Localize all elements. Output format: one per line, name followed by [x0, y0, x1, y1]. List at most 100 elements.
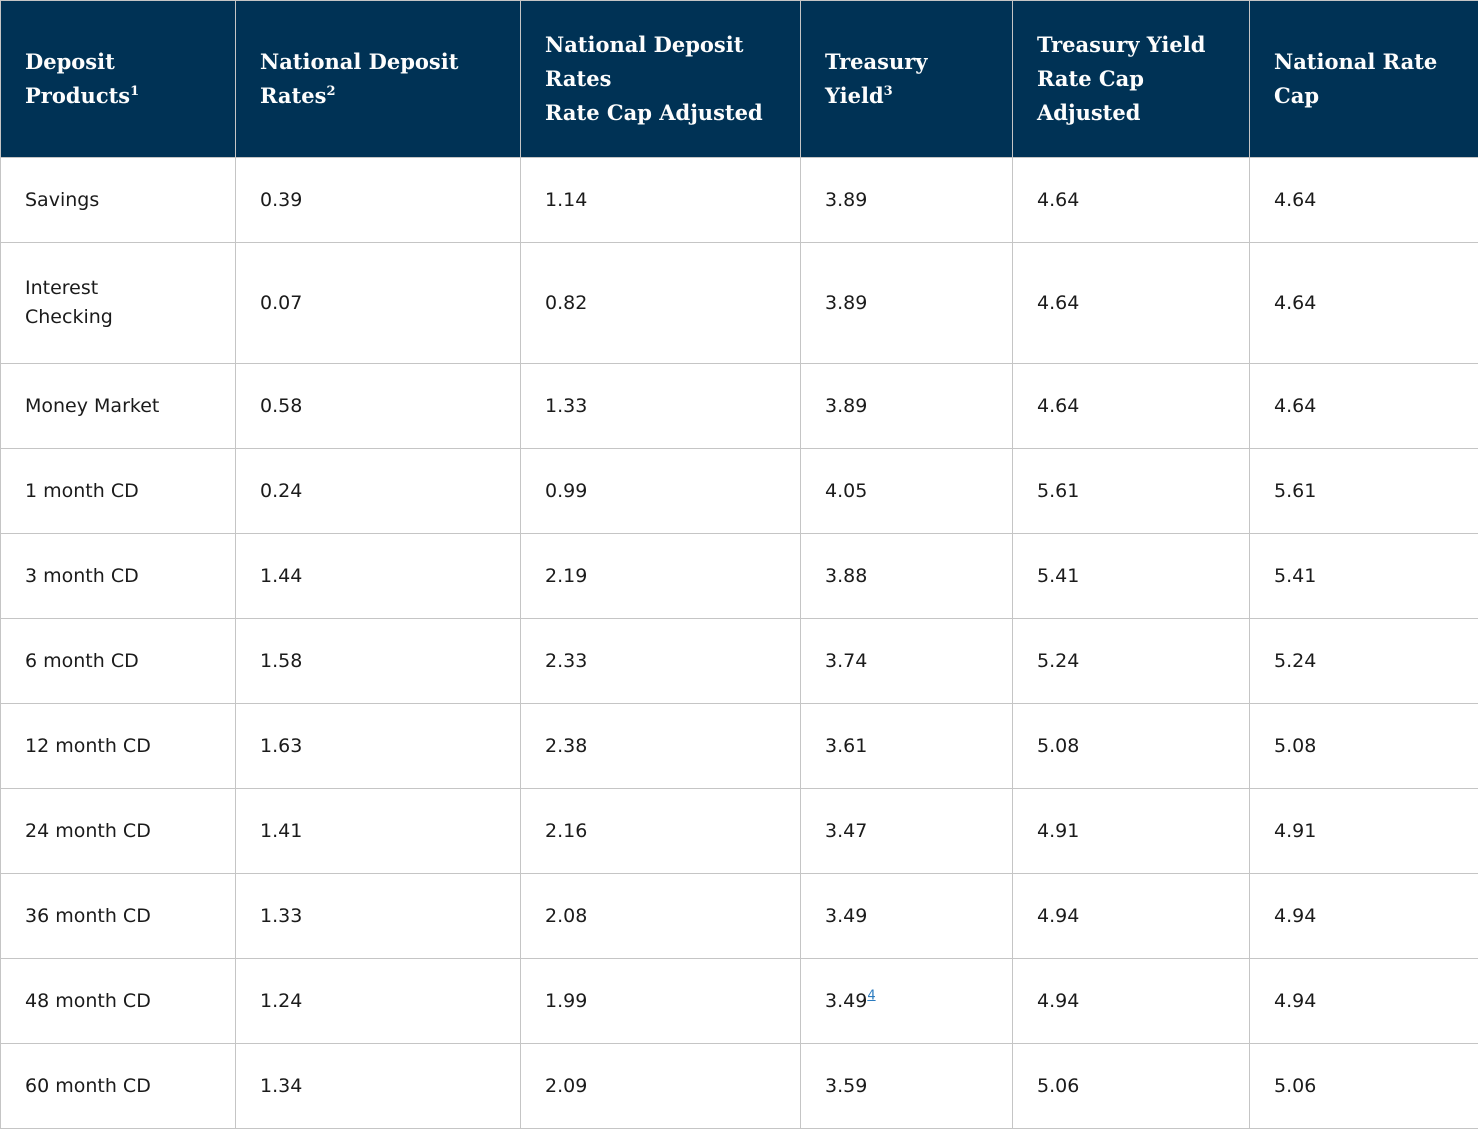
rate-cell: 4.64: [1012, 363, 1250, 449]
rate-cell: 2.16: [520, 788, 801, 874]
deposit-product-label: Money Market: [25, 394, 160, 417]
rate-cell: 1.63: [235, 703, 521, 789]
header-footnote-marker: 1: [130, 84, 140, 99]
rate-cell: 4.91: [1249, 788, 1478, 874]
rate-cell: 5.24: [1012, 618, 1250, 704]
deposit-product-cell: Money Market: [0, 363, 236, 449]
rate-cell: 3.74: [800, 618, 1013, 704]
rate-cell: 0.39: [235, 157, 521, 243]
deposit-product-cell: 6 month CD: [0, 618, 236, 704]
table-row: 12 month CD 1.63 2.38 3.61 5.08 5.08: [0, 703, 1478, 789]
deposit-product-cell: 3 month CD: [0, 533, 236, 619]
deposit-product-label: 12 month CD: [25, 734, 151, 757]
deposit-product-cell: 36 month CD: [0, 873, 236, 959]
rate-cell: 4.64: [1249, 242, 1478, 364]
table-row: 60 month CD 1.34 2.09 3.59 5.06 5.06: [0, 1043, 1478, 1129]
rate-cell: 0.82: [520, 242, 801, 364]
deposit-product-cell: 12 month CD: [0, 703, 236, 789]
rate-cell: 2.08: [520, 873, 801, 959]
rate-cell: 4.05: [800, 448, 1013, 534]
rate-cell: 3.49: [800, 873, 1013, 959]
rate-cell: 5.41: [1012, 533, 1250, 619]
rate-cell: 5.08: [1249, 703, 1478, 789]
rate-cell: 4.64: [1249, 363, 1478, 449]
table-row: Savings 0.39 1.14 3.89 4.64 4.64: [0, 157, 1478, 243]
rate-cell: 2.09: [520, 1043, 801, 1129]
rate-cell: 5.08: [1012, 703, 1250, 789]
deposit-product-label: 1 month CD: [25, 479, 139, 502]
rate-cell: 4.64: [1249, 157, 1478, 243]
rate-cell: 0.99: [520, 448, 801, 534]
column-header: National Deposit Rates Rate Cap Adjusted: [520, 0, 801, 158]
deposit-product-label: Interest Checking: [25, 277, 113, 328]
rate-cell: 4.94: [1012, 958, 1250, 1044]
column-header: National Deposit Rates2: [235, 0, 521, 158]
table-row: 36 month CD 1.33 2.08 3.49 4.94 4.94: [0, 873, 1478, 959]
rate-cell: 1.41: [235, 788, 521, 874]
table-row: 1 month CD 0.24 0.99 4.05 5.61 5.61: [0, 448, 1478, 534]
rate-cell: 1.34: [235, 1043, 521, 1129]
rate-cell: 3.89: [800, 242, 1013, 364]
rate-cell: 5.06: [1249, 1043, 1478, 1129]
table-row: 48 month CD 1.24 1.99 3.494 4.94 4.94: [0, 958, 1478, 1044]
rate-cell: 4.91: [1012, 788, 1250, 874]
rate-cell: 1.58: [235, 618, 521, 704]
rate-cell: 4.94: [1249, 873, 1478, 959]
column-header: Treasury Yield3: [800, 0, 1013, 158]
rate-cell: 3.89: [800, 363, 1013, 449]
deposit-product-cell: 1 month CD: [0, 448, 236, 534]
table-header: Deposit Products1 National Deposit Rates2…: [0, 0, 1478, 158]
deposit-product-label: 60 month CD: [25, 1074, 151, 1097]
deposit-product-label: 6 month CD: [25, 649, 139, 672]
table-row: 3 month CD 1.44 2.19 3.88 5.41 5.41: [0, 533, 1478, 619]
rate-cell: 0.58: [235, 363, 521, 449]
deposit-product-label: 24 month CD: [25, 819, 151, 842]
column-header: Treasury Yield Rate Cap Adjusted: [1012, 0, 1250, 158]
rate-cell: 4.64: [1012, 242, 1250, 364]
rate-cell: 3.47: [800, 788, 1013, 874]
rate-cell: 5.06: [1012, 1043, 1250, 1129]
deposit-product-cell: 60 month CD: [0, 1043, 236, 1129]
footnote-4-link[interactable]: 4: [867, 988, 876, 1004]
rate-cell: 5.41: [1249, 533, 1478, 619]
rate-cell: 2.19: [520, 533, 801, 619]
deposit-product-cell: Savings: [0, 157, 236, 243]
deposit-product-cell: Interest Checking: [0, 242, 236, 364]
table-row: 6 month CD 1.58 2.33 3.74 5.24 5.24: [0, 618, 1478, 704]
rate-cell: 1.99: [520, 958, 801, 1044]
rate-cell: 4.94: [1012, 873, 1250, 959]
cell-footnote-marker: 4: [867, 988, 875, 1003]
rate-cell: 4.94: [1249, 958, 1478, 1044]
rate-cell: 5.61: [1012, 448, 1250, 534]
rate-cell: 0.24: [235, 448, 521, 534]
rate-cell: 1.33: [235, 873, 521, 959]
deposit-product-cell: 48 month CD: [0, 958, 236, 1044]
rate-cell: 5.61: [1249, 448, 1478, 534]
rate-cell: 1.14: [520, 157, 801, 243]
column-header: National Rate Cap: [1249, 0, 1478, 158]
column-header: Deposit Products1: [0, 0, 236, 158]
rate-cell: 5.24: [1249, 618, 1478, 704]
header-row: Deposit Products1 National Deposit Rates2…: [0, 0, 1478, 158]
table-row: Interest Checking 0.07 0.82 3.89 4.64 4.64: [0, 242, 1478, 364]
table-row: Money Market 0.58 1.33 3.89 4.64 4.64: [0, 363, 1478, 449]
header-footnote-marker: 3: [883, 84, 893, 99]
rate-cell: 4.64: [1012, 157, 1250, 243]
rate-cell: 3.59: [800, 1043, 1013, 1129]
rate-cell: 1.24: [235, 958, 521, 1044]
deposit-product-label: 3 month CD: [25, 564, 139, 587]
deposit-product-label: 36 month CD: [25, 904, 151, 927]
rate-cell: 0.07: [235, 242, 521, 364]
rate-cell: 3.61: [800, 703, 1013, 789]
rate-cell: 1.33: [520, 363, 801, 449]
rate-cell: 3.89: [800, 157, 1013, 243]
rate-cell: 2.33: [520, 618, 801, 704]
rate-cell: 3.88: [800, 533, 1013, 619]
deposit-product-label: 48 month CD: [25, 989, 151, 1012]
deposit-product-cell: 24 month CD: [0, 788, 236, 874]
rate-cell: 2.38: [520, 703, 801, 789]
rate-cell: 1.44: [235, 533, 521, 619]
table-body: Savings 0.39 1.14 3.89 4.64 4.64 Interest Chec…: [0, 157, 1478, 1129]
header-footnote-marker: 2: [326, 84, 336, 99]
